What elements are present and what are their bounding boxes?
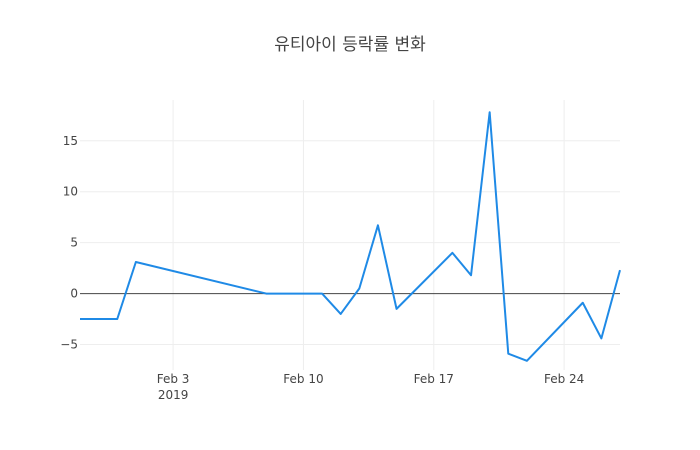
y-tick-label: 10	[63, 185, 78, 199]
x-tick-label: Feb 24	[544, 372, 584, 386]
y-tick-label: 15	[63, 134, 78, 148]
chart-title: 유티아이 등락률 변화	[274, 35, 426, 55]
x-tick-label: Feb 17	[414, 372, 454, 386]
y-tick-label: 5	[70, 236, 78, 250]
y-axis: −5 0 5 10 15	[60, 134, 78, 352]
series-layer	[80, 111, 621, 362]
x-axis: Feb 3 2019 Feb 10 Feb 17 Feb 24	[157, 372, 585, 402]
x-tick-label: Feb 3	[157, 372, 190, 386]
grid	[80, 100, 620, 370]
series-line	[80, 111, 621, 362]
y-tick-label: −5	[60, 338, 78, 352]
x-tick-sublabel: 2019	[158, 388, 189, 402]
y-tick-label: 0	[70, 287, 78, 301]
x-tick-label: Feb 10	[283, 372, 323, 386]
